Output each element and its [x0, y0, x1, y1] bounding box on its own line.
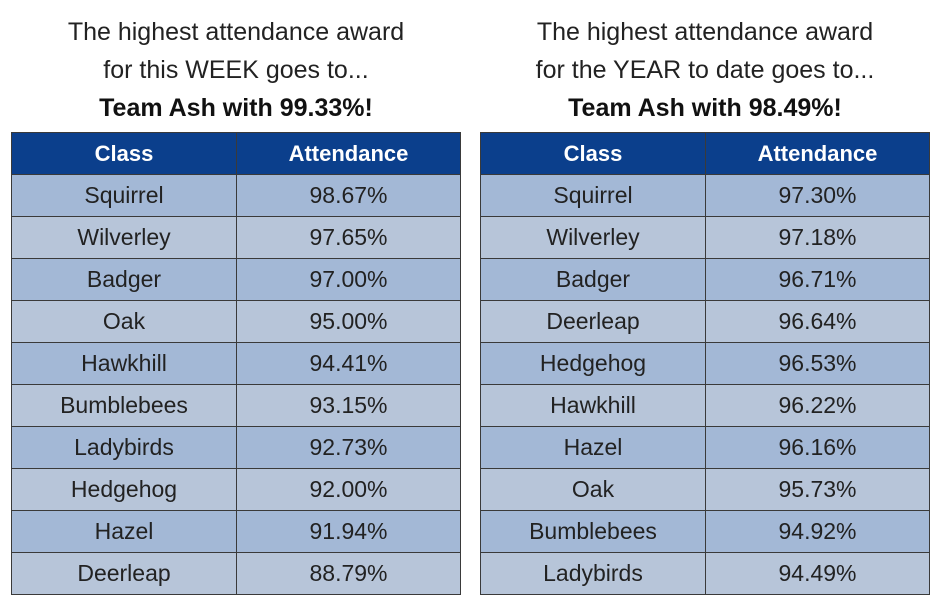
table-row: Ladybirds 94.49%	[480, 552, 930, 595]
class-cell: Bumblebees	[480, 510, 706, 553]
table-row: Ladybirds 92.73%	[11, 426, 461, 469]
attendance-cell: 92.73%	[236, 426, 461, 469]
attendance-cell: 97.00%	[236, 258, 461, 301]
attendance-cell: 96.64%	[705, 300, 930, 343]
column-header-class: Class	[480, 132, 706, 175]
attendance-cell: 96.71%	[705, 258, 930, 301]
attendance-cell: 95.73%	[705, 468, 930, 511]
attendance-cell: 94.49%	[705, 552, 930, 595]
class-cell: Squirrel	[480, 174, 706, 217]
column-header-attendance: Attendance	[705, 132, 930, 175]
attendance-cell: 93.15%	[236, 384, 461, 427]
table-row: Deerleap 88.79%	[11, 552, 461, 595]
table-header-row: Class Attendance	[480, 132, 930, 175]
class-cell: Oak	[480, 468, 706, 511]
award-heading-line2: for this WEEK goes to...	[103, 56, 369, 84]
class-cell: Squirrel	[11, 174, 237, 217]
award-heading-line1: The highest attendance award	[536, 18, 874, 46]
attendance-cell: 95.00%	[236, 300, 461, 343]
attendance-cell: 96.53%	[705, 342, 930, 385]
attendance-cell: 92.00%	[236, 468, 461, 511]
weekly-award-panel: The highest attendance award for this WE…	[11, 0, 461, 595]
award-heading: The highest attendance award for the YEA…	[480, 13, 930, 89]
class-cell: Hedgehog	[11, 468, 237, 511]
class-cell: Ladybirds	[11, 426, 237, 469]
table-row: Hawkhill 96.22%	[480, 384, 930, 427]
award-winner: Team Ash with 99.33%!	[99, 94, 373, 122]
class-cell: Bumblebees	[11, 384, 237, 427]
attendance-cell: 94.41%	[236, 342, 461, 385]
class-cell: Hawkhill	[480, 384, 706, 427]
class-cell: Deerleap	[11, 552, 237, 595]
attendance-cell: 97.65%	[236, 216, 461, 259]
class-cell: Hazel	[11, 510, 237, 553]
award-heading-line2: for the YEAR to date goes to...	[535, 56, 875, 84]
class-cell: Hawkhill	[11, 342, 237, 385]
class-cell: Ladybirds	[480, 552, 706, 595]
table-row: Oak 95.00%	[11, 300, 461, 343]
class-cell: Badger	[11, 258, 237, 301]
table-row: Hawkhill 94.41%	[11, 342, 461, 385]
class-cell: Oak	[11, 300, 237, 343]
class-cell: Deerleap	[480, 300, 706, 343]
class-cell: Wilverley	[480, 216, 706, 259]
table-row: Badger 97.00%	[11, 258, 461, 301]
table-row: Squirrel 98.67%	[11, 174, 461, 217]
table-row: Wilverley 97.65%	[11, 216, 461, 259]
table-row: Hazel 96.16%	[480, 426, 930, 469]
yearly-award-panel: The highest attendance award for the YEA…	[480, 0, 930, 595]
class-cell: Hedgehog	[480, 342, 706, 385]
attendance-cell: 94.92%	[705, 510, 930, 553]
attendance-cell: 97.18%	[705, 216, 930, 259]
award-winner: Team Ash with 98.49%!	[568, 94, 842, 122]
table-row: Squirrel 97.30%	[480, 174, 930, 217]
class-cell: Hazel	[480, 426, 706, 469]
table-header-row: Class Attendance	[11, 132, 461, 175]
table-row: Bumblebees 94.92%	[480, 510, 930, 553]
attendance-cell: 91.94%	[236, 510, 461, 553]
table-row: Hedgehog 92.00%	[11, 468, 461, 511]
table-row: Wilverley 97.18%	[480, 216, 930, 259]
attendance-cell: 98.67%	[236, 174, 461, 217]
table-row: Deerleap 96.64%	[480, 300, 930, 343]
attendance-cell: 96.22%	[705, 384, 930, 427]
table-row: Badger 96.71%	[480, 258, 930, 301]
table-row: Hedgehog 96.53%	[480, 342, 930, 385]
attendance-cell: 97.30%	[705, 174, 930, 217]
weekly-attendance-table: Class Attendance Squirrel 98.67% Wilverle…	[11, 132, 461, 595]
table-row: Oak 95.73%	[480, 468, 930, 511]
yearly-attendance-table: Class Attendance Squirrel 97.30% Wilverle…	[480, 132, 930, 595]
class-cell: Wilverley	[11, 216, 237, 259]
column-header-attendance: Attendance	[236, 132, 461, 175]
award-heading-line1: The highest attendance award	[67, 18, 405, 46]
attendance-cell: 96.16%	[705, 426, 930, 469]
table-row: Hazel 91.94%	[11, 510, 461, 553]
attendance-cell: 88.79%	[236, 552, 461, 595]
table-row: Bumblebees 93.15%	[11, 384, 461, 427]
column-header-class: Class	[11, 132, 237, 175]
award-heading: The highest attendance award for this WE…	[11, 13, 461, 89]
class-cell: Badger	[480, 258, 706, 301]
